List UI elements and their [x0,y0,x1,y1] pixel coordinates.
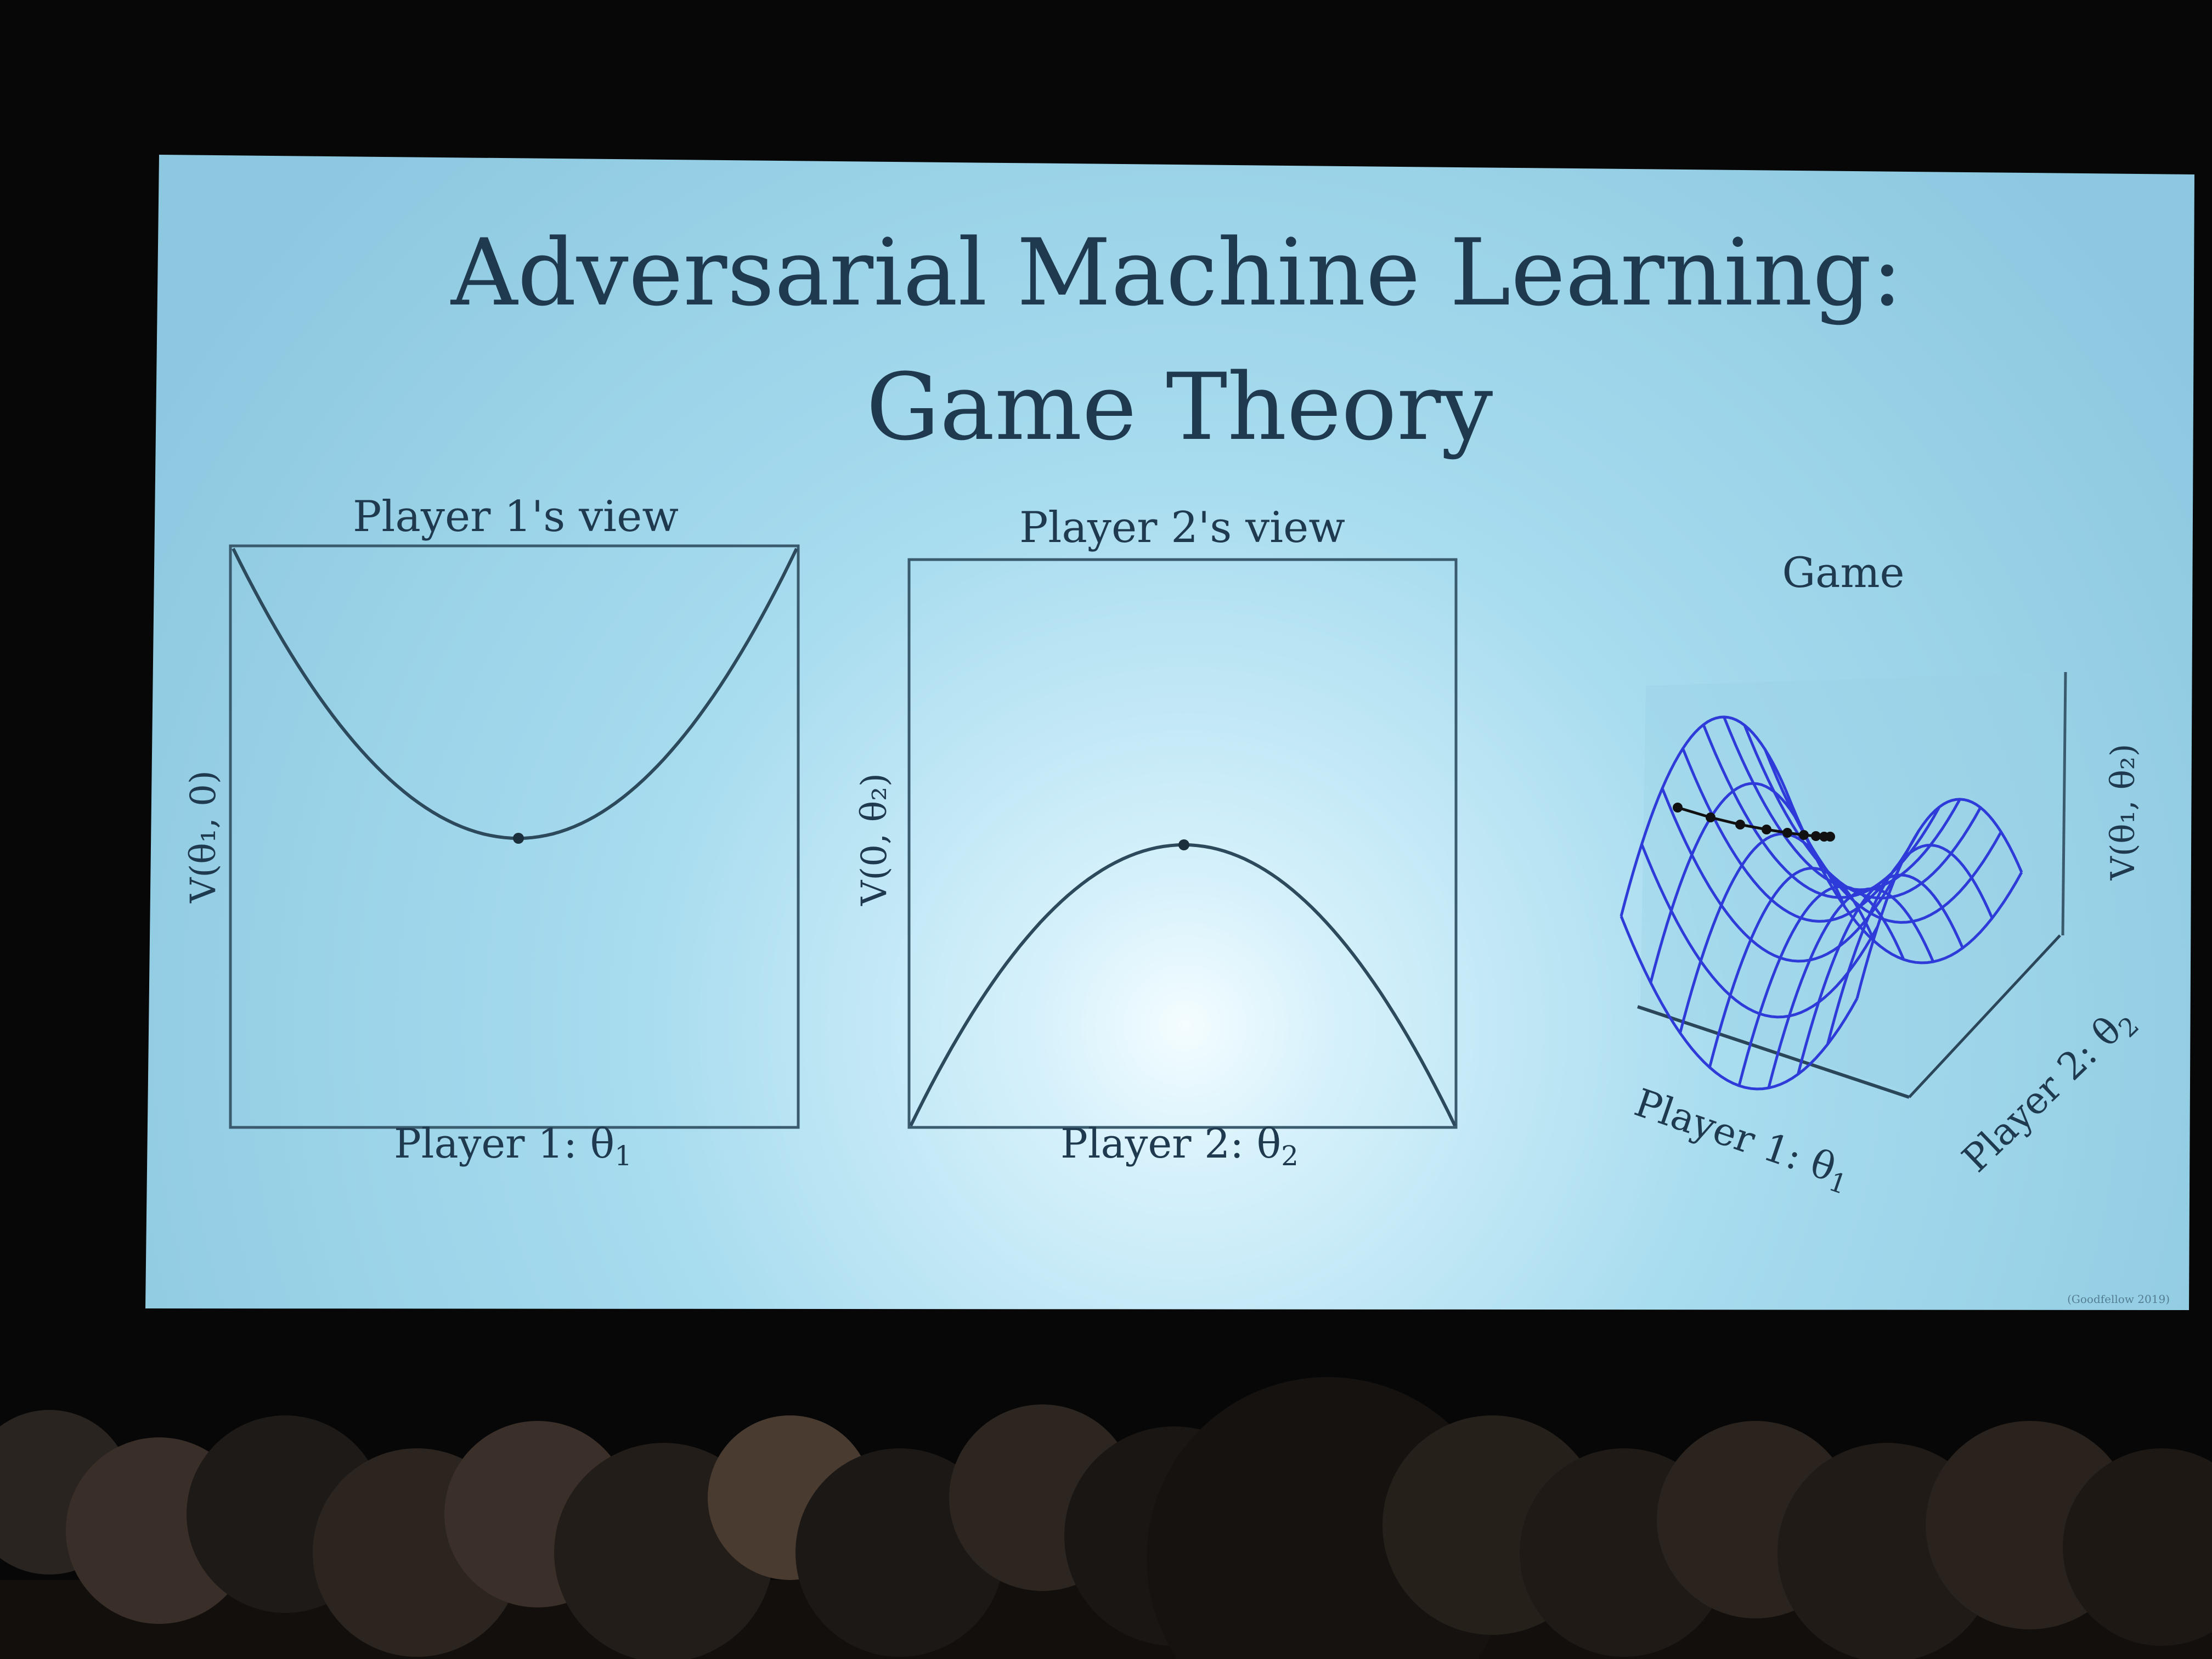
footer-credit: (Goodfellow 2019) [2067,1293,2170,1306]
y-axis-label: V(0, θ₂) [854,773,895,906]
trajectory-point [1735,820,1745,830]
chart-title: Player 1's view [353,492,679,541]
trajectory-point [1762,825,1771,834]
plot-frame [229,544,800,1129]
wire-line [1784,789,2023,964]
z-axis-label: V(θ₁, θ₂) [2104,744,2142,881]
chart-title: Game [1782,548,1904,597]
slide-title-line2: Game Theory [866,353,1493,461]
y-axis-label: V(θ₁, 0) [183,770,224,904]
wire-line [1620,916,1859,1091]
trajectory-point [1782,828,1792,838]
maximum-point [1178,839,1189,850]
wire-line [1640,843,1879,1019]
audience-heads [0,1377,2212,1659]
trajectory-point [1825,832,1835,842]
plot-frame [907,558,1458,1129]
plot-pane [1640,672,2068,1092]
chart-player1-view: Player 1's view Player 1: θ1 V(θ₁, 0) [183,492,800,1172]
trajectory-point [1673,803,1683,812]
z-axis [2061,672,2067,936]
x-axis-label: Player 2: θ2 [1060,1120,1299,1172]
wire-line [1743,725,1982,900]
trajectory-point [1706,812,1716,822]
wire-line [1681,748,1920,923]
wire-line [1661,788,1900,963]
wire-line [1723,716,1961,891]
x-axis-label: Player 1: θ1 [394,1120,632,1172]
floor-axis-y [1908,934,2061,1098]
audience-head [2063,1448,2212,1646]
chart-title: Player 2's view [1019,503,1345,552]
optimization-trajectory [1673,803,1835,842]
trajectory-point [1799,830,1809,840]
chart-player2-view: Player 2's view Player 2: θ2 V(0, θ₂) [854,503,1458,1172]
minimum-point [513,833,524,844]
trajectory-point [1811,831,1821,841]
wire-line [1702,724,1941,899]
slide-title-line1: Adversarial Machine Learning: [450,219,1903,326]
saddle-wireframe [1620,715,2023,1091]
